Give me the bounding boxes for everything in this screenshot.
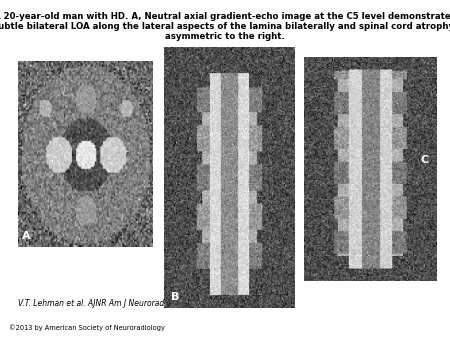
Text: AMERICAN JOURNAL OF NEURORADIOLOGY: AMERICAN JOURNAL OF NEURORADIOLOGY bbox=[310, 321, 415, 325]
Text: A 20-year-old man with HD. A, Neutral axial gradient-echo image at the C5 level : A 20-year-old man with HD. A, Neutral ax… bbox=[0, 12, 450, 21]
Text: AJNR: AJNR bbox=[335, 295, 389, 314]
Text: A: A bbox=[22, 231, 31, 241]
Text: subtle bilateral LOA along the lateral aspects of the lamina bilaterally and spi: subtle bilateral LOA along the lateral a… bbox=[0, 22, 450, 31]
Text: ©2013 by American Society of Neuroradiology: ©2013 by American Society of Neuroradiol… bbox=[9, 324, 165, 331]
Text: V.T. Lehman et al. AJNR Am J Neuroradiol 2013;34:451-456: V.T. Lehman et al. AJNR Am J Neuroradiol… bbox=[18, 299, 242, 308]
Text: B: B bbox=[171, 292, 179, 303]
Text: C: C bbox=[421, 154, 429, 165]
Text: asymmetric to the right.: asymmetric to the right. bbox=[165, 32, 285, 41]
